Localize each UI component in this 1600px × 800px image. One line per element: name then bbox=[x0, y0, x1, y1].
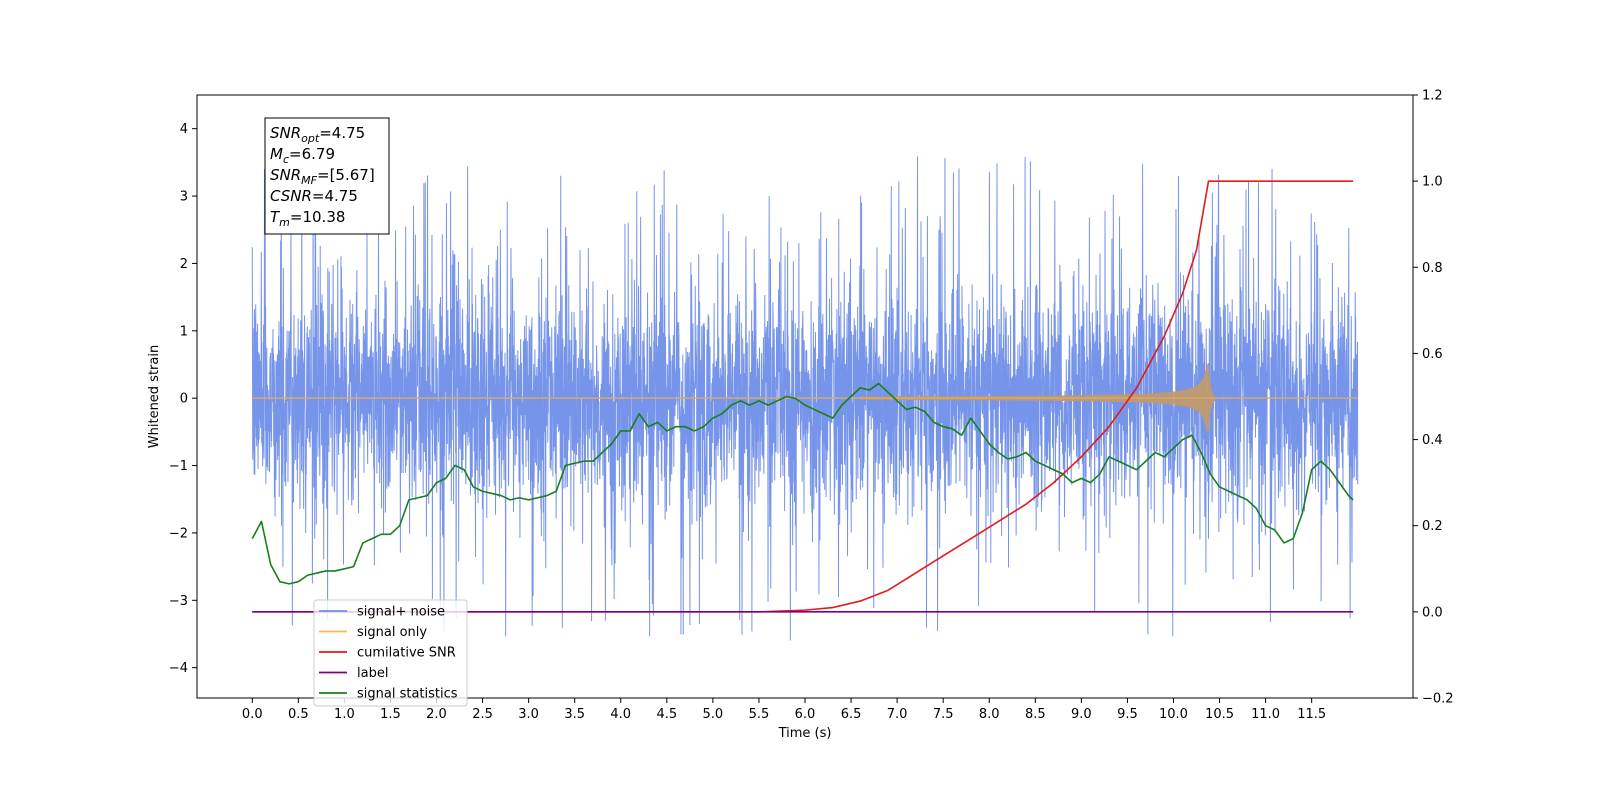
x-tick-label: 7.0 bbox=[887, 707, 908, 722]
signal-plus-noise-line bbox=[251, 156, 1359, 641]
x-tick-label: 11.0 bbox=[1251, 707, 1280, 722]
x-tick-label: 2.5 bbox=[472, 707, 493, 722]
legend-entry: cumilative SNR bbox=[357, 646, 456, 661]
y2-tick-label: 0.0 bbox=[1422, 605, 1443, 620]
legend-entry: signal statistics bbox=[357, 687, 458, 702]
x-tick-label: 8.5 bbox=[1025, 707, 1046, 722]
info-box-frame bbox=[264, 117, 390, 235]
x-tick-label: 10.5 bbox=[1205, 707, 1234, 722]
y-axis-right: 1.2 1.0 0.8 0.6 0.4 0.2 0.0 −0.2 bbox=[1413, 89, 1454, 707]
y-tick-label: −3 bbox=[169, 594, 188, 609]
y2-tick-label: 0.8 bbox=[1422, 261, 1443, 276]
y2-tick-label: 0.2 bbox=[1422, 519, 1443, 534]
x-tick-label: 4.0 bbox=[610, 707, 631, 722]
info-line: Tm=10.38 bbox=[270, 208, 345, 229]
info-line: CSNR=4.75 bbox=[270, 187, 358, 205]
x-tick-label: 10.0 bbox=[1159, 707, 1188, 722]
legend-frame bbox=[313, 599, 468, 707]
x-tick-label: 4.5 bbox=[656, 707, 677, 722]
x-tick-label: 5.0 bbox=[703, 707, 724, 722]
series-signal-plus-noise bbox=[251, 156, 1359, 641]
legend-entry: signal+ noise bbox=[357, 605, 445, 620]
y-tick-label: −4 bbox=[169, 661, 188, 676]
y2-tick-label: 1.2 bbox=[1422, 89, 1443, 104]
series-signal-only bbox=[252, 364, 1358, 432]
y2-tick-label: 0.4 bbox=[1422, 433, 1443, 448]
info-line: Mc=6.79 bbox=[270, 145, 335, 166]
x-tick-label: 5.5 bbox=[749, 707, 770, 722]
y-tick-label: 0 bbox=[180, 392, 188, 407]
y-tick-label: 1 bbox=[180, 324, 188, 339]
x-tick-label: 3.0 bbox=[518, 707, 539, 722]
x-tick-label: 0.5 bbox=[288, 707, 309, 722]
info-line: SNRopt=4.75 bbox=[270, 124, 365, 145]
y-tick-label: 3 bbox=[180, 190, 188, 205]
x-tick-label: 8.0 bbox=[979, 707, 1000, 722]
y-tick-label: −2 bbox=[169, 526, 188, 541]
x-tick-label: 9.0 bbox=[1071, 707, 1092, 722]
x-tick-label: 1.5 bbox=[380, 707, 401, 722]
x-tick-label: 6.0 bbox=[795, 707, 816, 722]
x-tick-label: 2.0 bbox=[426, 707, 447, 722]
x-tick-label: 6.5 bbox=[841, 707, 862, 722]
x-tick-label: 11.5 bbox=[1297, 707, 1326, 722]
y-tick-label: 4 bbox=[180, 122, 188, 137]
legend-entry: signal only bbox=[357, 625, 427, 640]
x-tick-label: 9.5 bbox=[1117, 707, 1138, 722]
x-tick-label: 7.5 bbox=[933, 707, 954, 722]
y-axis-left: 4 3 2 1 0 −1 −2 −3 −4 bbox=[169, 122, 197, 676]
x-tick-label: 3.5 bbox=[564, 707, 585, 722]
series-signal-statistics bbox=[251, 382, 1354, 585]
y2-tick-label: −0.2 bbox=[1422, 692, 1454, 707]
y-axis-label: Whitened strain bbox=[147, 345, 162, 448]
legend: signal+ noise signal only cumilative SNR la… bbox=[313, 599, 468, 707]
x-tick-label: 1.0 bbox=[334, 707, 355, 722]
x-axis-label: Time (s) bbox=[778, 726, 832, 741]
legend-entry: label bbox=[357, 666, 388, 681]
y2-tick-label: 1.0 bbox=[1422, 175, 1443, 190]
info-line: SNRMF=[5.67] bbox=[270, 166, 375, 187]
y-tick-label: 2 bbox=[180, 257, 188, 272]
cumulative-snr-line bbox=[252, 180, 1354, 613]
series-cumulative-snr bbox=[252, 180, 1354, 613]
x-axis: 0.0 0.5 1.0 1.5 2.0 2.5 3.0 3.5 4.0 4.5 5.0 5.5 6.0 6… bbox=[242, 698, 1326, 722]
signal-statistics-line bbox=[251, 382, 1354, 585]
y-tick-label: −1 bbox=[169, 459, 188, 474]
y2-tick-label: 0.6 bbox=[1422, 347, 1443, 362]
x-tick-label: 0.0 bbox=[242, 707, 263, 722]
